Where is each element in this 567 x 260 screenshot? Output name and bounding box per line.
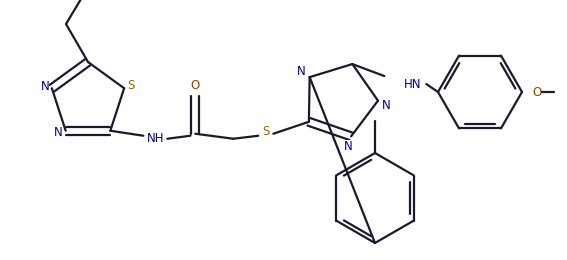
- Text: N: N: [40, 80, 49, 93]
- Text: O: O: [532, 86, 541, 99]
- Text: N: N: [297, 65, 306, 78]
- Text: N: N: [382, 99, 390, 112]
- Text: N: N: [54, 126, 63, 139]
- Text: O: O: [191, 79, 200, 92]
- Text: NH: NH: [147, 132, 164, 145]
- Text: HN: HN: [404, 77, 421, 90]
- Text: N: N: [344, 140, 353, 153]
- Text: S: S: [263, 125, 270, 138]
- Text: S: S: [128, 79, 135, 92]
